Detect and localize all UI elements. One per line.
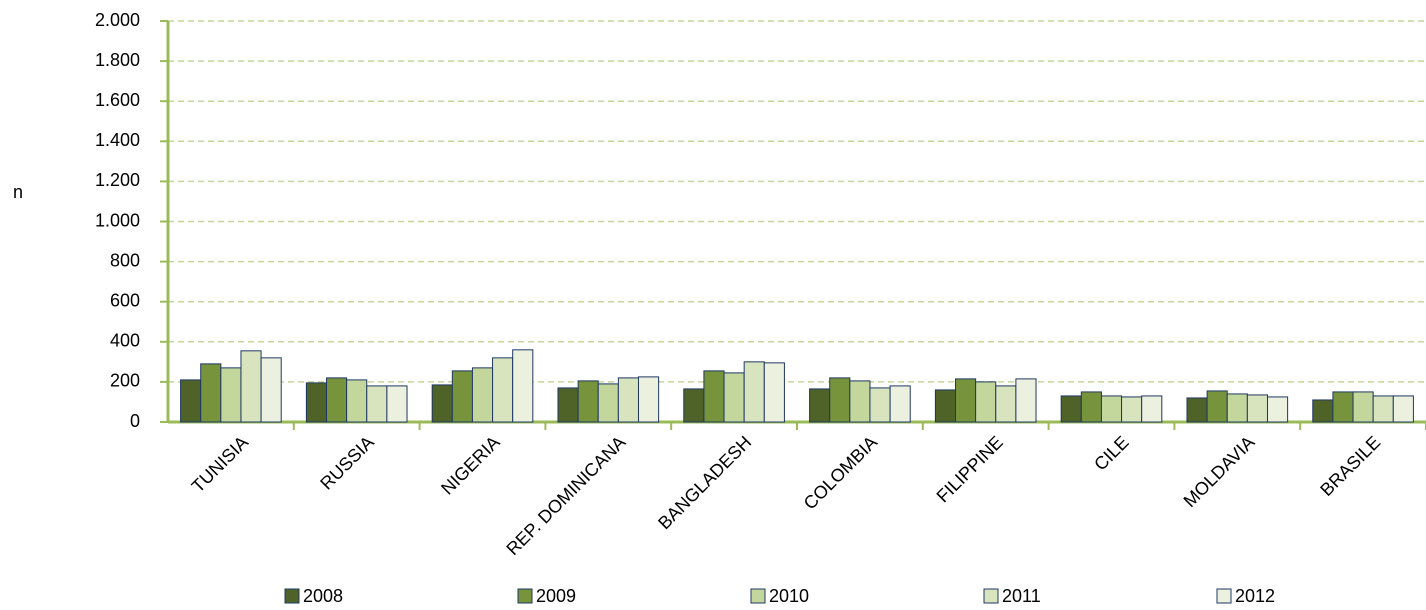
bar [305,382,328,423]
y-tick-label: 800 [110,250,140,270]
bar [869,387,891,423]
bar [451,370,473,423]
bar [200,363,222,423]
bar [955,378,977,423]
bar [386,385,408,423]
legend-swatch [750,588,766,604]
bar [995,385,1017,423]
y-tick-label: 1.800 [95,50,140,70]
bar [346,379,368,423]
y-tick-label: 1.400 [95,130,140,150]
bar [1060,395,1082,423]
bar [683,388,705,423]
legend-label: 2011 [1002,586,1041,606]
bar [366,385,388,423]
bar [180,379,202,423]
bar [1141,395,1163,423]
bar [1312,399,1334,423]
bar [240,350,262,423]
legend-label: 2012 [1235,586,1275,606]
bar [597,383,619,423]
bar [809,388,831,423]
x-tick-label: RUSSIA [316,432,378,494]
bar [849,380,871,423]
bar [1226,393,1248,423]
legend-label: 2009 [536,586,576,606]
bar [743,361,765,423]
bar [1352,391,1374,423]
bar [1080,391,1102,423]
bar [492,357,514,423]
bar [934,389,957,423]
legend-label: 2010 [769,586,809,606]
bar [431,384,453,423]
y-tick-label: 1.200 [95,170,140,190]
x-tick-label: REP. DOMINICANA [502,432,629,559]
bar [763,362,785,423]
bar [1266,396,1289,423]
bar [975,381,997,423]
bar [1015,378,1037,423]
bar [1100,395,1123,423]
y-tick-label: 1.600 [95,90,140,110]
bar [1392,395,1414,423]
y-tick-label: 400 [110,331,140,351]
x-tick-label: BANGLADESH [654,432,755,533]
bar [577,380,599,423]
bar [260,357,282,423]
bar [637,376,660,423]
x-tick-label: NIGERIA [437,432,503,498]
y-tick-label: 200 [110,371,140,391]
x-tick-label: MOLDAVIA [1180,432,1259,511]
legend-swatch [284,588,300,604]
y-tick-label: 1.000 [95,210,140,230]
legend-swatch [983,588,999,604]
y-tick-label: 2.000 [95,10,140,30]
bar [617,377,639,423]
x-tick-label: FILIPPINE [933,432,1007,506]
bar [1246,394,1268,423]
bar [1186,397,1208,423]
legend-swatch [517,588,533,604]
bar [1372,395,1394,423]
bar [220,367,242,423]
bar [829,377,851,423]
bar [1121,396,1143,423]
x-tick-label: COLOMBIA [800,432,881,513]
bar [723,372,745,423]
y-tick-label: 0 [130,411,140,431]
bar [512,349,534,423]
y-axis-label: n [13,182,23,202]
legend-swatch [1216,588,1232,604]
x-tick-label: TUNISIA [188,432,252,496]
bar [1206,390,1228,423]
bar [557,387,579,423]
y-tick-label: 600 [110,290,140,310]
bar [1332,391,1354,423]
legend-label: 2008 [303,586,343,606]
bar [703,370,725,423]
bar [471,367,494,423]
bar [889,385,911,423]
bar [326,377,348,423]
x-tick-label: CILE [1090,432,1132,474]
x-tick-label: BRASILE [1316,432,1384,500]
